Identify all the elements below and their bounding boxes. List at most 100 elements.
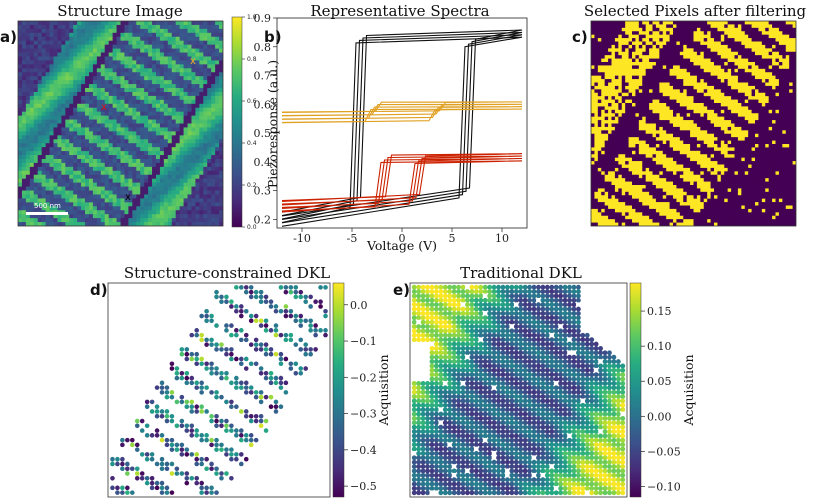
selected-pixel [614,99,619,104]
structure-pixel [53,123,58,128]
structure-pixel [18,162,23,168]
selected-pixel [652,51,657,56]
selected-pixel [652,103,657,107]
structure-pixel [171,218,177,223]
selected-pixel [707,99,711,104]
selected-pixel [601,55,606,59]
selected-pixel [608,103,612,107]
selected-pixel [655,109,660,114]
selected-pixel [714,144,718,148]
selected-pixel [789,89,793,94]
selected-pixel [669,65,674,70]
structure-pixel [45,162,50,168]
structure-pixel [65,111,70,117]
structure-pixel [53,24,58,30]
structure-pixel [219,170,223,176]
structure-pixel [211,155,216,160]
structure-pixel [179,222,184,226]
structure-pixel [215,194,220,199]
structure-pixel [171,52,177,57]
structure-pixel [88,147,94,152]
structure-pixel [124,72,129,77]
structure-pixel [88,88,94,93]
structure-pixel [61,131,66,136]
structure-pixel [148,72,153,77]
structure-pixel [183,99,188,105]
selected-pixel [748,126,752,131]
selected-pixel [673,106,677,111]
structure-pixel [203,56,208,61]
structure-pixel [18,111,23,117]
structure-pixel [45,99,50,105]
structure-pixel [112,166,117,172]
structure-pixel [179,170,184,176]
selected-pixel [768,24,773,29]
structure-pixel [167,103,173,109]
selected-pixel [707,106,711,111]
structure-pixel [100,151,106,156]
structure-pixel [211,147,216,152]
structure-pixel [49,190,54,195]
selected-pixel [642,137,647,141]
structure-pixel [140,88,145,93]
selected-pixel [659,72,664,77]
selected-pixel [761,31,766,36]
selected-pixel [601,92,606,97]
selected-pixel [782,109,787,114]
selected-pixel [614,38,619,42]
selected-pixel [594,55,599,59]
structure-pixel [81,95,86,101]
structure-pixel [167,32,173,38]
selected-pixel [591,48,595,53]
structure-pixel [25,186,31,191]
selected-pixel [686,27,691,32]
structure-pixel [120,155,125,160]
structure-pixel [175,56,181,61]
structure-pixel [29,88,35,93]
structure-pixel [108,32,114,38]
structure-pixel [219,80,223,85]
structure-pixel [124,170,129,176]
structure-pixel [128,155,133,160]
selected-pixel [669,133,674,138]
selected-pixel [652,72,657,77]
structure-pixel [85,84,90,89]
structure-pixel [18,202,23,207]
structure-pixel [219,174,223,180]
selected-pixel [744,38,749,42]
selected-pixel [594,89,599,94]
structure-pixel [167,44,173,49]
structure-pixel [187,123,192,128]
structure-pixel [33,107,39,113]
selected-pixel [707,92,711,97]
structure-pixel [112,123,117,128]
structure-pixel [108,91,114,97]
structure-pixel [148,222,153,226]
selected-pixel [642,99,647,104]
structure-pixel [219,131,223,136]
structure-pixel [148,166,153,172]
selected-pixel [734,44,739,49]
structure-pixel [136,44,141,49]
structure-pixel [104,127,110,132]
selected-pixel [608,58,612,63]
structure-pixel [92,48,98,53]
selected-pixel [635,89,640,94]
structure-pixel [45,52,50,57]
selected-pixel [744,140,749,145]
structure-pixel [136,107,141,113]
selected-pixel [666,21,670,25]
spectra-ylabel: Piezoresponse (a.u.) [265,60,280,188]
structure-pixel [148,214,153,219]
selected-pixel [632,65,636,70]
structure-pixel [152,91,157,97]
structure-pixel [37,44,43,49]
selected-pixel [679,68,684,73]
structure-pixel [77,107,82,113]
structure-pixel [199,178,204,184]
structure-pixel [25,214,31,219]
selected-pixel [765,130,770,135]
selected-pixel [714,41,718,46]
structure-pixel [215,36,220,42]
selected-pixel [782,92,787,97]
